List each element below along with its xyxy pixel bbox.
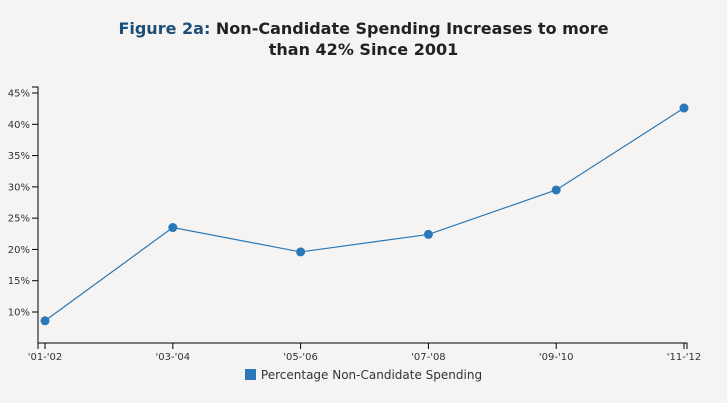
legend: Percentage Non-Candidate Spending xyxy=(0,368,727,382)
y-tick-label: 45% xyxy=(8,89,30,100)
y-tick-label: 10% xyxy=(8,308,30,319)
data-point xyxy=(423,229,433,239)
y-tick-label: 30% xyxy=(8,182,30,193)
legend-swatch xyxy=(244,369,256,380)
data-point xyxy=(296,247,306,257)
x-tick-label: '11-'12 xyxy=(667,352,702,363)
data-point xyxy=(679,103,689,113)
x-tick-label: '05-'06 xyxy=(283,352,318,363)
data-point xyxy=(168,223,178,233)
x-axis-line xyxy=(37,342,688,349)
x-tick-label: '03-'04 xyxy=(156,352,191,363)
title-line-2: than 42% Since 2001 xyxy=(268,40,459,59)
y-tick-label: 25% xyxy=(8,214,30,225)
legend-label: Percentage Non-Candidate Spending xyxy=(260,368,483,382)
figure-label: Figure 2a: xyxy=(118,19,211,38)
x-tick-label: '07-'08 xyxy=(411,352,446,363)
y-tick-label: 20% xyxy=(8,245,30,256)
data-point xyxy=(40,316,50,326)
y-tick-label: 15% xyxy=(8,276,30,287)
y-tick-label: 35% xyxy=(8,151,30,162)
data-point xyxy=(551,185,561,195)
chart-title: Figure 2a: Non-Candidate Spending Increa… xyxy=(0,18,727,60)
series-line xyxy=(44,107,685,322)
x-tick-label: '09-'10 xyxy=(539,352,574,363)
title-line-1: Non-Candidate Spending Increases to more xyxy=(210,19,609,38)
x-tick-label: '01-'02 xyxy=(28,352,63,363)
y-axis-line xyxy=(32,86,39,343)
y-tick-label: 40% xyxy=(8,120,30,131)
